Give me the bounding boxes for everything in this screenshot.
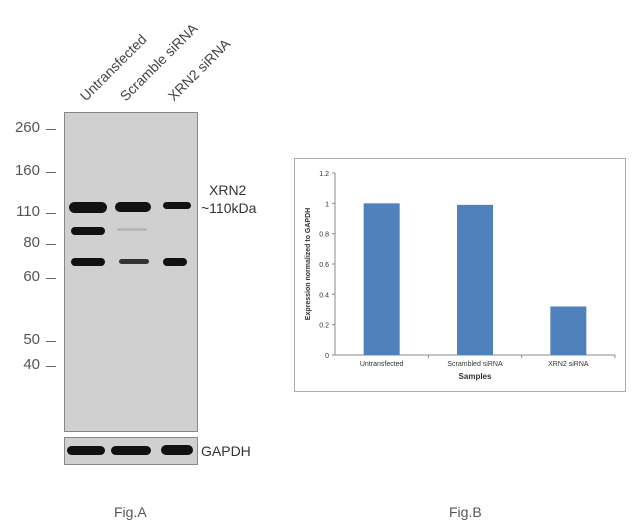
mw-tick-260	[46, 129, 56, 130]
y-tick-label: 0.2	[319, 323, 329, 330]
mw-tick-50	[46, 341, 56, 342]
y-tick-label: 0.4	[319, 292, 329, 299]
band-lane1-gapdh	[67, 446, 105, 455]
band-lane1-70	[71, 258, 105, 266]
x-tick-label: Scrambled siRNA	[447, 361, 503, 368]
target-size-label: ~110kDa	[201, 200, 257, 216]
mw-tick-160	[46, 172, 56, 173]
y-tick-label: 0	[325, 353, 329, 360]
y-tick-label: 0.8	[319, 232, 329, 239]
y-axis-title: Expression normalized to GAPDH	[305, 208, 312, 320]
bar	[457, 204, 493, 355]
mw-marker-60: 60	[23, 268, 40, 285]
y-tick-label: 0.6	[319, 262, 329, 269]
x-axis-title: Samples	[459, 372, 492, 381]
mw-marker-160: 160	[14, 162, 40, 179]
band-lane2-110	[115, 202, 151, 212]
mw-marker-260: 260	[14, 119, 40, 136]
mw-marker-110: 110	[16, 203, 40, 220]
bar-chart-panel: 0 0.2 0.4 0.6 0.8 1 1.2 Untransfected Scrambled …	[294, 158, 626, 392]
fig-a-caption: Fig.A	[114, 504, 147, 520]
mw-tick-80	[46, 244, 56, 245]
mw-tick-40	[46, 366, 56, 367]
mw-marker-80: 80	[23, 234, 40, 251]
band-lane3-110	[163, 202, 191, 209]
bar	[550, 306, 587, 355]
mw-marker-40: 40	[23, 356, 40, 373]
y-tick-label: 1.2	[319, 171, 329, 178]
mw-tick-60	[46, 278, 56, 279]
x-tick-label: XRN2 siRNA	[548, 361, 589, 368]
band-lane1-110	[69, 202, 107, 213]
target-name-label: XRN2	[209, 182, 247, 198]
bar	[363, 203, 400, 355]
band-lane3-70	[163, 258, 187, 266]
band-lane2-gapdh	[111, 446, 151, 455]
band-lane2-95-faint	[117, 228, 147, 231]
gapdh-label: GAPDH	[201, 443, 251, 459]
y-tick-label: 1	[325, 201, 329, 208]
gapdh-blot-strip	[64, 437, 198, 465]
x-tick-label: Untransfected	[360, 361, 404, 368]
mw-marker-50: 50	[23, 331, 40, 348]
band-lane2-70	[119, 259, 149, 264]
fig-b-caption: Fig.B	[449, 504, 482, 520]
mw-tick-110	[46, 213, 56, 214]
band-lane3-gapdh	[161, 445, 193, 455]
band-lane1-95	[71, 227, 105, 235]
bar-chart: 0 0.2 0.4 0.6 0.8 1 1.2 Untransfected Scrambled …	[305, 171, 616, 381]
blot-membrane	[64, 112, 198, 432]
